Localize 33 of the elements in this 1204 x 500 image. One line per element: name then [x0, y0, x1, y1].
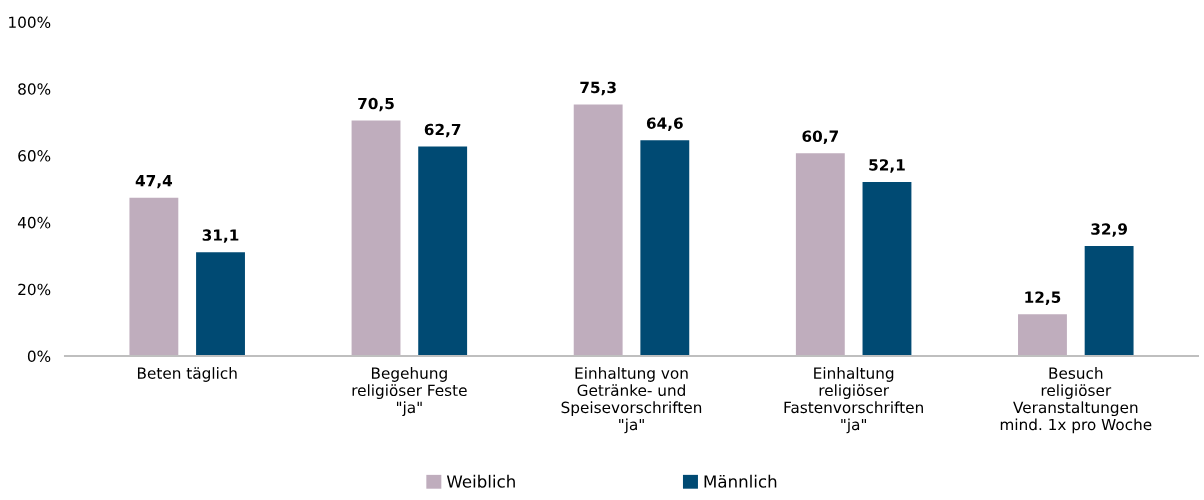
bar	[1084, 246, 1134, 356]
data-label: 47,4	[135, 175, 173, 189]
bar	[196, 252, 245, 356]
data-label: 70,5	[358, 97, 394, 112]
data-label: 31,1	[202, 229, 239, 243]
bar	[1018, 314, 1067, 356]
y-tick-label: 60%	[18, 150, 51, 162]
y-tick-label: 100%	[9, 16, 51, 29]
data-label: 62,7	[424, 123, 461, 138]
data-label: 60,7	[802, 130, 838, 144]
bar	[862, 181, 912, 356]
bar	[573, 104, 623, 356]
x-tick-label: Begehung religiöser Feste "ja"	[352, 367, 467, 417]
x-tick-label: Einhaltung von Getränke- und Speisevorschriften "ja"	[561, 367, 702, 434]
legend-label: Weiblich	[446, 474, 515, 488]
bar	[640, 140, 690, 356]
bar	[129, 197, 179, 356]
y-tick-label: 0%	[27, 350, 51, 363]
data-label: 32,9	[1091, 223, 1127, 237]
legend-label: Männlich	[704, 474, 777, 488]
x-tick-label: Einhaltung religiöser Fastenvorschriften "ja"	[784, 367, 923, 434]
bar	[418, 146, 468, 356]
x-tick-label: Beten täglich	[137, 367, 237, 382]
bar	[351, 120, 401, 356]
data-label: 52,1	[869, 159, 905, 173]
y-tick-label: 20%	[18, 283, 51, 296]
data-label: 64,6	[646, 117, 683, 131]
x-tick-label: Besuch religiöser Veranstaltungen mind. 1x pro Woche	[1000, 367, 1152, 434]
bar	[795, 153, 845, 356]
y-tick-label: 80%	[18, 83, 51, 95]
data-label: 75,3	[580, 81, 616, 96]
y-tick-label: 40%	[17, 216, 51, 229]
data-label: 12,5	[1025, 291, 1061, 305]
